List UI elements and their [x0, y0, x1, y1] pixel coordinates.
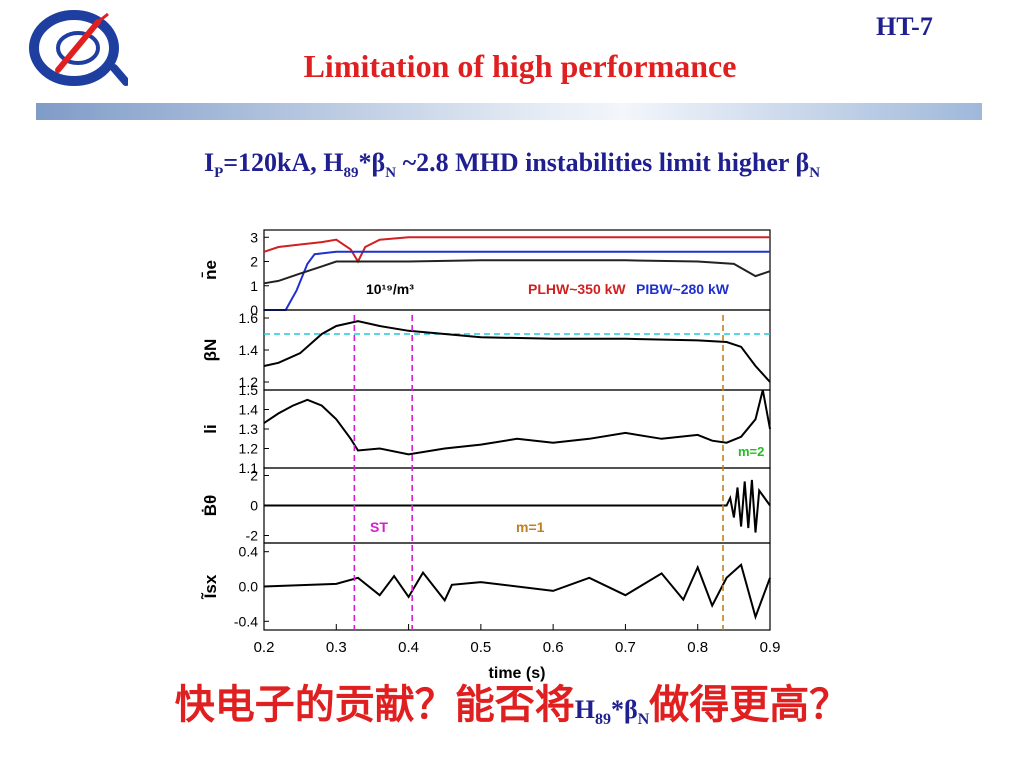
st-annotation: ST [370, 519, 388, 535]
slide-tag: HT-7 [876, 12, 933, 41]
y-tick-label: 1.2 [239, 374, 259, 390]
y-axis-label: βN [201, 339, 220, 362]
institute-logo [28, 8, 130, 88]
x-axis-label: time (s) [489, 665, 546, 682]
chart-svg: 0 1 2 3 n̄e 1.2 1.4 1.6 βN 1.1 1.2 1.3 1.4 1.5 li -2 0 2 Ḃ… [200, 229, 781, 682]
y-tick-label: 1.4 [239, 342, 259, 358]
m2-annotation: m=2 [738, 444, 764, 459]
y-tick-label: 0.4 [239, 544, 259, 560]
ibw-power-annotation: PIBW~280 kW [636, 281, 730, 297]
bottom-question: 快电子的贡献？能否将H89*βN做得更高？ [174, 682, 850, 729]
y-tick-label: 1.2 [239, 441, 259, 457]
y-tick-label: 1.4 [239, 402, 259, 418]
y-tick-label: -0.4 [234, 613, 258, 629]
series-line [264, 250, 770, 311]
panel-frame [263, 309, 771, 391]
y-tick-label: 3 [250, 229, 258, 245]
y-tick-label: 1.1 [239, 460, 259, 476]
x-tick-label: 0.7 [615, 639, 636, 656]
series-line [264, 479, 771, 533]
y-tick-label: 2 [250, 254, 258, 270]
series-line [263, 320, 771, 383]
y-axis-label: Ḃθ [201, 495, 220, 516]
header-bar [36, 103, 982, 120]
y-tick-label: 1 [250, 278, 258, 294]
y-tick-label: 0 [250, 498, 258, 514]
density-unit-annotation: 10¹⁹/m³ [366, 281, 414, 297]
panel-frame [263, 389, 771, 469]
y-axis-label: Ĩsx [200, 574, 220, 599]
m1-annotation: m=1 [516, 519, 545, 535]
x-tick-label: 0.6 [543, 639, 564, 656]
series-line [263, 236, 770, 264]
lhw-power-annotation: PLHW~350 kW [528, 281, 626, 297]
y-axis-label: li [201, 424, 220, 433]
y-tick-label: 1.3 [239, 421, 259, 437]
plasma-traces-chart: 0 1 2 3 n̄e 1.2 1.4 1.6 βN 1.1 1.2 1.3 1.4 1.5 li -2 0 2 Ḃ… [180, 220, 800, 690]
x-tick-label: 0.9 [760, 639, 781, 656]
y-tick-label: 0 [250, 302, 258, 318]
x-tick-label: 0.8 [687, 639, 708, 656]
series-line [263, 562, 771, 621]
y-tick-label: 2 [250, 468, 258, 484]
y-tick-label: 0.0 [239, 579, 259, 595]
y-tick-label: 1.6 [239, 310, 259, 326]
series-line [263, 259, 771, 285]
x-tick-label: 0.2 [254, 639, 275, 656]
x-tick-label: 0.4 [398, 639, 419, 656]
slide-subtitle: IP=120kA, H89*βN ~2.8 MHD instabilities … [203, 148, 821, 182]
series-line [263, 389, 771, 456]
slide-title: Limitation of high performance [303, 48, 737, 84]
y-tick-label: -2 [246, 528, 259, 544]
x-tick-label: 0.3 [326, 639, 347, 656]
y-axis-label: n̄e [201, 260, 220, 280]
y-tick-label: 1.5 [239, 382, 259, 398]
x-tick-label: 0.5 [470, 639, 491, 656]
